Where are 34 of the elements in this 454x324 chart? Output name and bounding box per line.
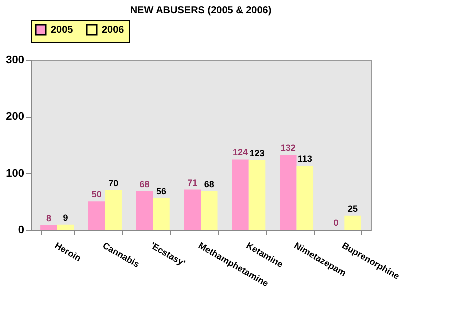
data-label: 68 [140, 179, 150, 190]
legend-label: 2006 [102, 25, 125, 36]
bar [153, 198, 170, 230]
y-tick-label: 200 [6, 111, 24, 124]
legend-label: 2005 [51, 25, 74, 36]
data-label: 71 [188, 178, 198, 188]
data-label: 113 [298, 154, 312, 164]
bar [88, 202, 106, 230]
bar [232, 160, 249, 230]
bar [40, 225, 58, 230]
data-label: 0 [334, 218, 339, 228]
data-label: 123 [250, 148, 265, 158]
y-tick-label: 100 [6, 168, 24, 180]
data-label: 25 [348, 204, 358, 214]
bar [184, 190, 201, 230]
y-tick-label: 0 [18, 224, 24, 236]
bar [248, 160, 266, 230]
y-tick-label: 300 [6, 54, 24, 66]
bar [57, 224, 74, 230]
bar [201, 191, 218, 230]
bar [280, 155, 297, 230]
data-label: 70 [108, 178, 119, 188]
bar [105, 190, 122, 230]
data-label: 132 [280, 143, 296, 154]
data-label: 9 [63, 212, 68, 223]
data-label: 68 [204, 179, 214, 190]
bar [296, 166, 314, 230]
data-label: 8 [46, 213, 52, 224]
data-label: 56 [156, 186, 166, 196]
bar [344, 216, 362, 230]
chart-title: NEW ABUSERS (2005 & 2006) [130, 6, 272, 16]
data-label: 50 [92, 190, 102, 200]
data-label: 124 [232, 148, 248, 158]
bar [136, 191, 154, 230]
